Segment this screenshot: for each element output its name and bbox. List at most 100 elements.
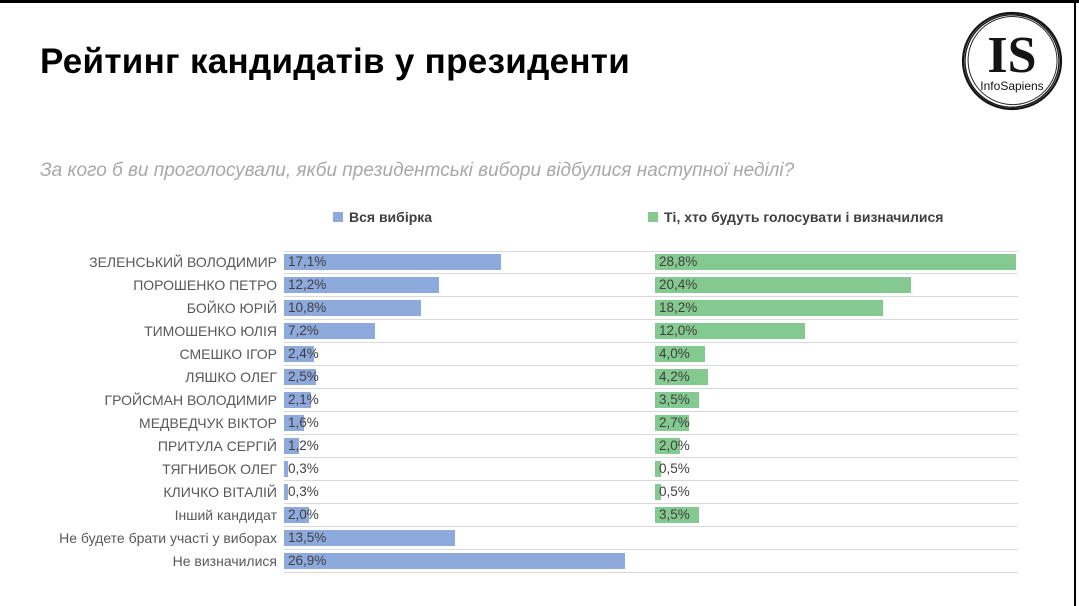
value-label-all-sample: 7,2%: [288, 323, 319, 338]
bar-decided-voters: [655, 461, 661, 477]
chart-row: ПРИТУЛА СЕРГІЙ 1,2% 2,0%: [0, 435, 1040, 458]
infosapiens-logo: IS InfoSapiens: [956, 6, 1068, 118]
value-label-decided-voters: 2,0%: [659, 438, 690, 453]
value-label-all-sample: 12,2%: [288, 277, 327, 292]
chart-row: ЛЯШКО ОЛЕГ 2,5% 4,2%: [0, 366, 1040, 389]
legend-marker-decided-voters: [648, 212, 658, 222]
chart-row: ПОРОШЕНКО ПЕТРО 12,2% 20,4%: [0, 274, 1040, 297]
bar-all-sample: [284, 392, 311, 408]
bar-decided-voters: [655, 392, 699, 408]
chart-row: ТИМОШЕНКО ЮЛІЯ 7,2% 12,0%: [0, 320, 1040, 343]
page-title: Рейтинг кандидатів у президенти: [40, 42, 631, 81]
chart-row: БОЙКО ЮРІЙ 10,8% 18,2%: [0, 297, 1040, 320]
legend-marker-all-sample: [333, 212, 343, 222]
chart-row: Не визначилися 26,9%: [0, 550, 1040, 573]
value-label-decided-voters: 3,5%: [659, 507, 690, 522]
bar-all-sample: [284, 369, 316, 385]
category-label: ПРИТУЛА СЕРГІЙ: [157, 438, 277, 454]
bar-all-sample: [284, 346, 314, 362]
bar-all-sample: [284, 323, 375, 339]
row-gridline: [284, 458, 1018, 481]
category-label: ГРОЙСМАН ВОЛОДИМИР: [104, 392, 278, 408]
bar-decided-voters: [655, 300, 883, 316]
value-label-decided-voters: 4,0%: [659, 346, 690, 361]
value-label-decided-voters: 3,5%: [659, 392, 690, 407]
survey-question: За кого б ви проголосували, якби президе…: [40, 160, 795, 181]
legend-item-decided-voters: Ті, хто будуть голосувати і визначилися: [648, 207, 943, 227]
chart-row: ГРОЙСМАН ВОЛОДИМИР 2,1% 3,5%: [0, 389, 1040, 412]
bar-decided-voters: [655, 484, 661, 500]
slide-top-border: [0, 0, 1079, 3]
bar-all-sample: [284, 507, 309, 523]
chart-row: КЛИЧКО ВІТАЛІЙ 0,3% 0,5%: [0, 481, 1040, 504]
value-label-all-sample: 2,5%: [288, 369, 319, 384]
bar-all-sample: [284, 254, 501, 270]
value-label-decided-voters: 12,0%: [659, 323, 698, 338]
row-gridline: [284, 481, 1018, 504]
bar-decided-voters: [655, 277, 911, 293]
value-label-decided-voters: 0,5%: [659, 484, 690, 499]
chart-row: Не будете брати участі у виборах 13,5%: [0, 527, 1040, 550]
value-label-decided-voters: 0,5%: [659, 461, 690, 476]
category-label: СМЕШКО ІГОР: [179, 346, 277, 362]
category-label: Не визначилися: [172, 553, 277, 569]
chart-row: Інший кандидат 2,0% 3,5%: [0, 504, 1040, 527]
bar-decided-voters: [655, 438, 680, 454]
bar-all-sample: [284, 530, 455, 546]
bar-decided-voters: [655, 254, 1016, 270]
bar-decided-voters: [655, 323, 805, 339]
category-label: КЛИЧКО ВІТАЛІЙ: [163, 484, 277, 500]
logo-name: InfoSapiens: [980, 79, 1043, 93]
value-label-all-sample: 1,2%: [288, 438, 319, 453]
bar-all-sample: [284, 553, 625, 569]
value-label-all-sample: 0,3%: [288, 461, 319, 476]
category-label: БОЙКО ЮРІЙ: [186, 300, 277, 316]
bar-all-sample: [284, 277, 439, 293]
value-label-all-sample: 13,5%: [288, 530, 327, 545]
value-label-all-sample: 26,9%: [288, 553, 327, 568]
chart-row: МЕДВЕДЧУК ВІКТОР 1,6% 2,7%: [0, 412, 1040, 435]
slide-right-border: [1074, 0, 1076, 606]
bar-all-sample: [284, 484, 288, 500]
chart-row: СМЕШКО ІГОР 2,4% 4,0%: [0, 343, 1040, 366]
chart-legend: Вся вибірка Ті, хто будуть голосувати і …: [0, 207, 1079, 227]
bar-decided-voters: [655, 369, 708, 385]
row-gridline: [284, 504, 1018, 527]
value-label-all-sample: 1,6%: [288, 415, 319, 430]
category-label: ЛЯШКО ОЛЕГ: [185, 369, 277, 385]
category-label: Не будете брати участі у виборах: [59, 530, 277, 546]
value-label-all-sample: 2,0%: [288, 507, 319, 522]
bar-all-sample: [284, 461, 288, 477]
chart-row: ЗЕЛЕНСЬКИЙ ВОЛОДИМИР 17,1% 28,8%: [0, 251, 1040, 274]
value-label-decided-voters: 28,8%: [659, 254, 698, 269]
category-label: ТИМОШЕНКО ЮЛІЯ: [144, 323, 277, 339]
value-label-all-sample: 2,1%: [288, 392, 319, 407]
bar-all-sample: [284, 438, 299, 454]
legend-item-all-sample: Вся вибірка: [333, 207, 432, 227]
value-label-decided-voters: 2,7%: [659, 415, 690, 430]
value-label-all-sample: 0,3%: [288, 484, 319, 499]
bar-all-sample: [284, 300, 421, 316]
logo-monogram: IS: [987, 27, 1036, 84]
row-gridline: [284, 251, 1018, 274]
value-label-decided-voters: 20,4%: [659, 277, 698, 292]
value-label-decided-voters: 4,2%: [659, 369, 690, 384]
bar-decided-voters: [655, 507, 699, 523]
row-gridline: [284, 435, 1018, 458]
legend-label: Вся вибірка: [349, 209, 433, 225]
row-gridline: [284, 389, 1018, 412]
row-gridline: [284, 550, 1018, 573]
row-gridline: [284, 527, 1018, 550]
category-label: ПОРОШЕНКО ПЕТРО: [133, 277, 277, 293]
row-gridline: [284, 366, 1018, 389]
row-gridline: [284, 412, 1018, 435]
value-label-all-sample: 2,4%: [288, 346, 319, 361]
value-label-decided-voters: 18,2%: [659, 300, 698, 315]
category-label: МЕДВЕДЧУК ВІКТОР: [139, 415, 277, 431]
category-label: ТЯГНИБОК ОЛЕГ: [162, 461, 277, 477]
legend-label: Ті, хто будуть голосувати і визначилися: [664, 209, 944, 225]
row-gridline: [284, 320, 1018, 343]
category-label: ЗЕЛЕНСЬКИЙ ВОЛОДИМИР: [89, 254, 277, 270]
row-gridline: [284, 274, 1018, 297]
chart-row: ТЯГНИБОК ОЛЕГ 0,3% 0,5%: [0, 458, 1040, 481]
